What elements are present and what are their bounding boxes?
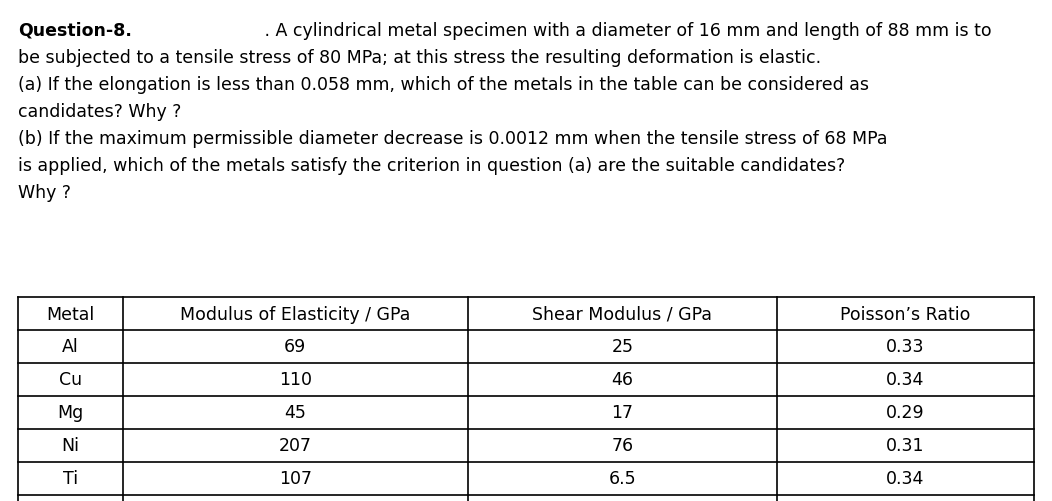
Text: 25: 25: [611, 338, 633, 356]
Text: Why ?: Why ?: [18, 184, 70, 202]
Text: 107: 107: [279, 469, 311, 487]
Text: Poisson’s Ratio: Poisson’s Ratio: [841, 305, 971, 323]
Text: 45: 45: [284, 404, 306, 422]
Text: (a) If the elongation is less than 0.058 mm, which of the metals in the table ca: (a) If the elongation is less than 0.058…: [18, 76, 869, 94]
Text: Modulus of Elasticity / GPa: Modulus of Elasticity / GPa: [180, 305, 410, 323]
Text: . A cylindrical metal specimen with a diameter of 16 mm and length of 88 mm is t: . A cylindrical metal specimen with a di…: [260, 22, 992, 40]
Text: Ni: Ni: [62, 437, 80, 454]
Text: candidates? Why ?: candidates? Why ?: [18, 103, 181, 121]
Text: Cu: Cu: [59, 371, 82, 389]
Text: be subjected to a tensile stress of 80 MPa; at this stress the resulting deforma: be subjected to a tensile stress of 80 M…: [18, 49, 822, 67]
Text: 76: 76: [611, 437, 633, 454]
Text: 46: 46: [611, 371, 633, 389]
Text: Metal: Metal: [46, 305, 95, 323]
Text: 0.34: 0.34: [887, 371, 925, 389]
Text: 0.29: 0.29: [886, 404, 925, 422]
Text: 207: 207: [279, 437, 311, 454]
Text: 17: 17: [611, 404, 633, 422]
Text: 0.33: 0.33: [886, 338, 925, 356]
Text: 0.31: 0.31: [886, 437, 925, 454]
Text: Ti: Ti: [63, 469, 78, 487]
Text: is applied, which of the metals satisfy the criterion in question (a) are the su: is applied, which of the metals satisfy …: [18, 157, 845, 175]
Text: 69: 69: [284, 338, 306, 356]
Text: Al: Al: [62, 338, 79, 356]
Text: (b) If the maximum permissible diameter decrease is 0.0012 mm when the tensile s: (b) If the maximum permissible diameter …: [18, 130, 888, 148]
Text: 0.34: 0.34: [887, 469, 925, 487]
Text: Shear Modulus / GPa: Shear Modulus / GPa: [532, 305, 712, 323]
Text: 110: 110: [279, 371, 311, 389]
Text: 6.5: 6.5: [608, 469, 636, 487]
Text: Question-8.: Question-8.: [18, 22, 132, 40]
Text: Mg: Mg: [58, 404, 84, 422]
